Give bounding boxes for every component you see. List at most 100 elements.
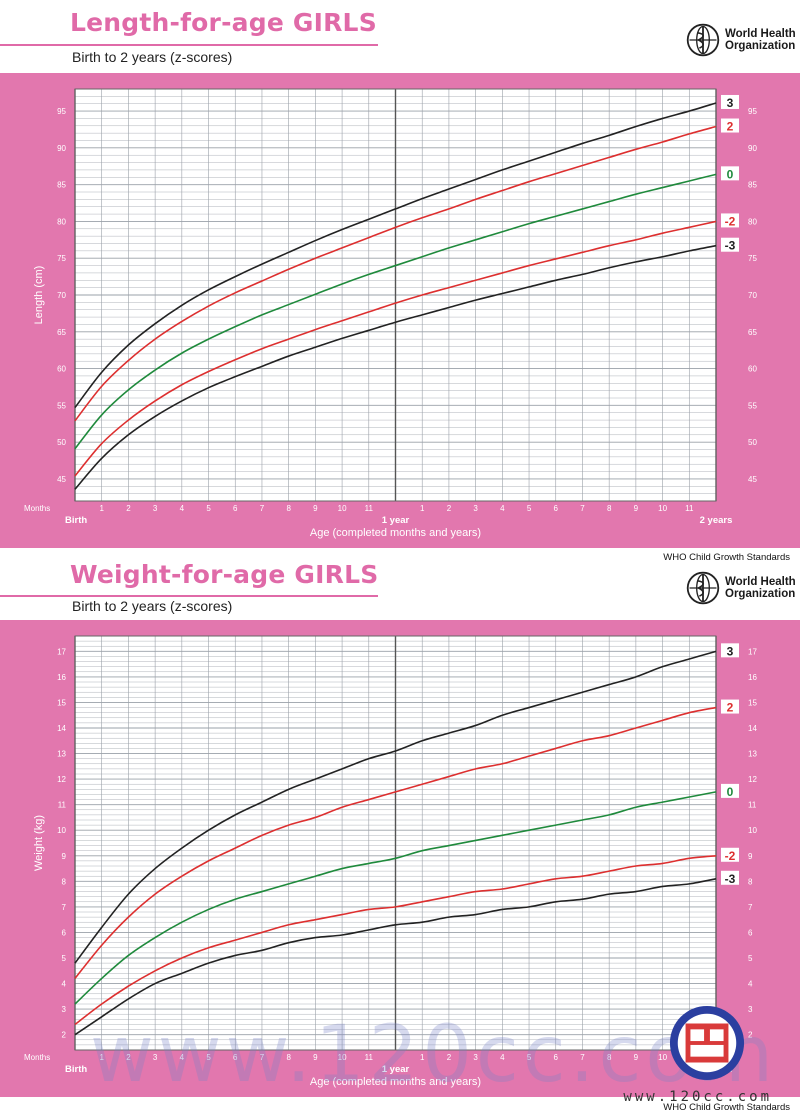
z-score-label-3: 3 (727, 644, 734, 658)
series-line-z-2 (74, 220, 717, 477)
x-tick-label: 10 (338, 1053, 347, 1062)
x-tick-label: 11 (365, 1053, 374, 1062)
y-tick-label-right: 12 (748, 775, 757, 784)
x-tick-label: 6 (554, 1053, 559, 1062)
y-tick-label-right: 14 (748, 724, 757, 733)
z-label-background (721, 94, 739, 109)
y-tick-label-left: 11 (58, 801, 67, 810)
x-tick-label: 1 (99, 1053, 104, 1062)
z-score-label--2: -2 (725, 849, 736, 863)
y-tick-label-left: 70 (57, 291, 66, 300)
z-score-label-2: 2 (727, 701, 734, 715)
y-tick-label-left: 55 (57, 401, 66, 410)
z-label-background (721, 783, 739, 798)
series-line-z-2 (74, 854, 717, 1026)
who-name: World Health Organization (725, 576, 796, 600)
y-tick-label-left: 50 (57, 438, 66, 447)
y-tick-label-right: 10 (748, 826, 757, 835)
z-label-background (721, 237, 739, 252)
watermark-text: www.120cc.com (90, 1010, 778, 1100)
series-line-z3 (74, 650, 717, 964)
x-tick-label: 2 years (700, 515, 733, 526)
y-tick-label-right: 8 (748, 877, 753, 886)
x-tick-label: 6 (233, 1053, 238, 1062)
y-tick-label-right: 50 (748, 438, 757, 447)
y-tick-label-right: 55 (748, 401, 757, 410)
who-name: World Health Organization (725, 28, 796, 52)
x-tick-label: 10 (658, 1053, 667, 1062)
x-tick-label: 1 (99, 504, 104, 513)
x-tick-label: 1 (420, 1053, 425, 1062)
z-score-label-2: 2 (727, 120, 734, 134)
y-axis-title: Length (cm) (33, 266, 45, 325)
y-tick-label-right: 80 (748, 217, 757, 226)
x-axis-title: Age (completed months and years) (310, 1076, 481, 1088)
who-logo: World Health Organization (685, 570, 796, 606)
x-tick-label: 9 (313, 1053, 318, 1062)
y-tick-label-right: 95 (748, 107, 757, 116)
y-tick-label-left: 9 (62, 852, 67, 861)
y-tick-label-left: 14 (57, 724, 66, 733)
y-tick-label-left: 13 (57, 750, 66, 759)
y-tick-label-left: 10 (57, 826, 66, 835)
series-line-z0 (74, 791, 717, 1005)
x-tick-label: 5 (206, 1053, 211, 1062)
z-score-label-0: 0 (727, 785, 734, 799)
series-line-z0 (74, 173, 717, 450)
z-score-label-0: 0 (727, 167, 734, 181)
x-tick-label: 11 (365, 504, 374, 513)
x-tick-label: 5 (527, 504, 532, 513)
series-line-z2 (74, 125, 717, 422)
y-tick-label-left: 7 (62, 903, 67, 912)
y-tick-label-right: 65 (748, 328, 757, 337)
x-tick-label: 2 (126, 1053, 131, 1062)
x-tick-label: 8 (286, 504, 291, 513)
who-name-line2: Organization (725, 40, 796, 52)
z-label-background (721, 166, 739, 181)
y-tick-label-left: 65 (57, 328, 66, 337)
z-label-background (721, 847, 739, 862)
x-tick-label: 8 (607, 1053, 612, 1062)
x-tick-label: 10 (658, 504, 667, 513)
series-line-z3 (74, 102, 717, 409)
y-tick-label-right: 75 (748, 254, 757, 263)
y-tick-label-left: 17 (57, 647, 66, 656)
x-tick-label: 6 (233, 504, 238, 513)
x-tick-label: Birth (65, 1064, 87, 1075)
x-unit-label: Months (24, 504, 50, 513)
series-line-z2 (74, 706, 717, 979)
who-name-line2: Organization (725, 588, 796, 600)
plot-border (74, 635, 717, 1051)
length-chart-footer: WHO Child Growth Standards (663, 552, 790, 563)
who-emblem-icon (686, 23, 720, 57)
x-tick-label: Birth (65, 515, 87, 526)
z-score-label-3: 3 (727, 96, 734, 110)
x-tick-label: 1 (420, 504, 425, 513)
y-tick-label-right: 90 (748, 144, 757, 153)
y-tick-label-left: 85 (57, 181, 66, 190)
x-tick-label: 1 year (382, 1064, 410, 1075)
y-tick-label-right: 15 (748, 698, 757, 707)
title-underline (0, 595, 378, 597)
title-underline (0, 44, 378, 46)
y-tick-label-right: 60 (748, 365, 757, 374)
x-tick-label: 7 (260, 504, 265, 513)
y-tick-label-left: 75 (57, 254, 66, 263)
x-tick-label: 3 (153, 504, 158, 513)
z-label-background (721, 699, 739, 714)
x-tick-label: 5 (527, 1053, 532, 1062)
plot-border (74, 88, 717, 502)
y-tick-label-left: 80 (57, 217, 66, 226)
x-tick-label: 3 (473, 1053, 478, 1062)
y-tick-label-right: 4 (748, 980, 753, 989)
y-tick-label-right: 70 (748, 291, 757, 300)
z-label-background (721, 643, 739, 658)
length-chart-title: Length-for-age GIRLS (70, 8, 377, 37)
y-tick-label-right: 3 (748, 1005, 753, 1014)
y-tick-label-left: 16 (57, 673, 66, 682)
who-logo: World Health Organization (685, 22, 796, 58)
y-tick-label-right: 2 (748, 1031, 753, 1040)
y-tick-label-left: 3 (62, 1005, 67, 1014)
